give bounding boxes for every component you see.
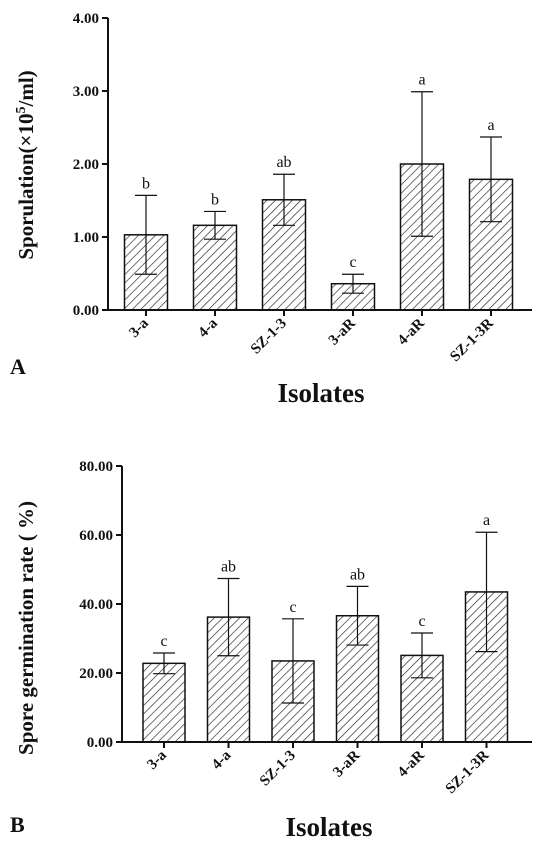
significance-letter: c	[160, 633, 167, 650]
panel-label-a: A	[10, 354, 26, 379]
panel-label-b: B	[10, 812, 25, 837]
y-tick-label: 0.00	[73, 303, 99, 319]
chart-b-germination: Spore germination rate ( %) Isolates B 0…	[10, 459, 532, 842]
y-tick-label: 2.00	[73, 157, 99, 173]
x-category-label: 3-aR	[330, 747, 363, 780]
significance-letter: b	[211, 191, 219, 208]
significance-letter: c	[289, 599, 296, 616]
significance-letter: ab	[350, 566, 365, 583]
x-category-label: 4-aR	[395, 315, 428, 348]
x-category-label: 4-a	[209, 747, 235, 773]
significance-letter: a	[483, 512, 490, 529]
bar	[142, 662, 186, 743]
x-category-label: SZ-1-3R	[443, 747, 493, 797]
x-category-label: 3-a	[144, 747, 170, 773]
significance-letter: a	[418, 72, 425, 89]
significance-letter: b	[142, 175, 150, 192]
x-category-label: 4-aR	[395, 747, 428, 780]
significance-letter: ab	[276, 154, 291, 171]
significance-letter: a	[487, 117, 494, 134]
x-category-label: 3-aR	[326, 315, 359, 348]
x-category-label: SZ-1-3	[248, 316, 290, 358]
y-tick-label: 80.00	[79, 459, 113, 475]
y-tick-label: 60.00	[79, 528, 113, 544]
x-category-label: SZ-1-3R	[447, 315, 497, 365]
y-tick-label: 20.00	[79, 666, 113, 682]
y-tick-label: 40.00	[79, 597, 113, 613]
chart-a-sporulation: Sporulation(×105/ml) Isolates A 0.00 1.00…	[10, 11, 532, 408]
chart-b-xlabel: Isolates	[286, 812, 373, 842]
x-category-label: 4-a	[195, 315, 221, 341]
y-tick-label: 4.00	[73, 11, 99, 27]
chart-b-ylabel: Spore germination rate ( %)	[14, 501, 38, 755]
chart-a-xlabel: Isolates	[278, 378, 365, 408]
x-category-label: SZ-1-3	[257, 748, 299, 790]
y-tick-label: 0.00	[87, 735, 113, 751]
y-tick-label: 3.00	[73, 84, 99, 100]
x-category-label: 3-a	[126, 315, 152, 341]
y-tick-label: 1.00	[73, 230, 99, 246]
chart-a-ylabel: Sporulation(×105/ml)	[14, 70, 38, 259]
significance-letter: c	[349, 254, 356, 271]
significance-letter: c	[418, 613, 425, 630]
significance-letter: ab	[221, 558, 236, 575]
